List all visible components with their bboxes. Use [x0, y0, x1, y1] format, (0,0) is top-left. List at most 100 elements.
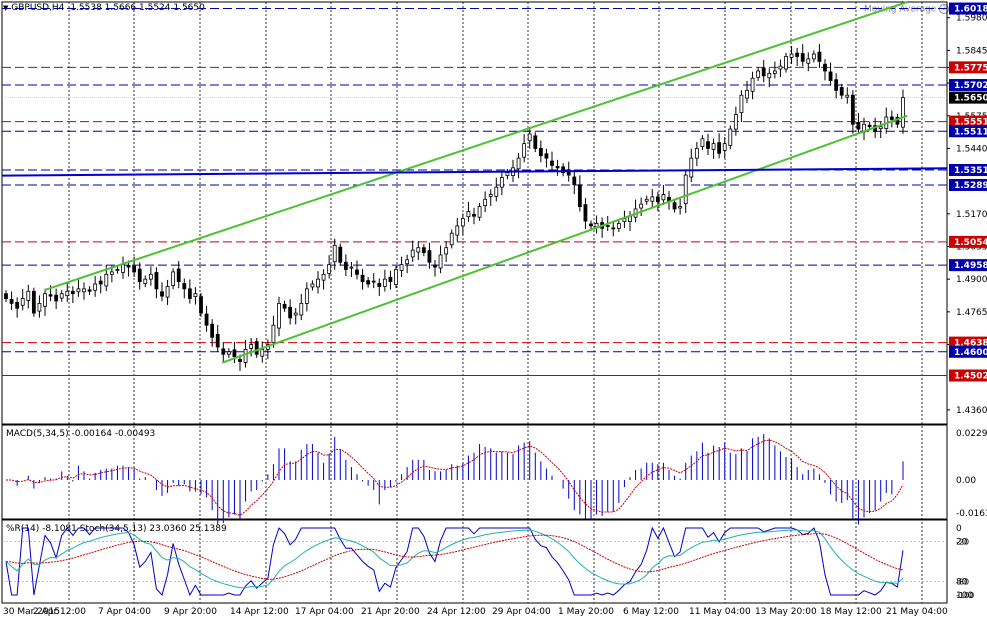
time-label: 2 Apr 12:00 [33, 607, 86, 617]
candle-body [834, 79, 839, 91]
candle-body [20, 298, 25, 306]
candle-body [176, 268, 181, 282]
oscillator-left-tick: -80 [956, 578, 969, 587]
candle-body [494, 186, 499, 197]
level-price-box [949, 125, 987, 138]
candle-body [678, 206, 683, 209]
macd-pane-frame [1, 424, 948, 520]
level-price-label: 1.5054 [954, 238, 987, 248]
candle-body [171, 271, 176, 286]
candle-body [132, 265, 137, 273]
candle-body [728, 128, 733, 146]
candle-body [655, 196, 660, 203]
macd-pane: MACD(5,34,5) -0.00164 -0.00493 0.02297 0.0… [6, 429, 987, 525]
price-tick-label: 1.5845 [956, 46, 987, 56]
candle-body [54, 294, 59, 302]
candle-body [694, 148, 699, 159]
level-price-box [949, 259, 987, 272]
candle-body [310, 283, 315, 288]
candle-body [583, 204, 588, 222]
candle-body [733, 114, 738, 130]
candle-body [711, 143, 716, 150]
candle-body [527, 133, 532, 142]
level-price-box [949, 164, 987, 176]
macd-tick-label: -0.0163 [956, 509, 987, 519]
candle-body [143, 278, 148, 284]
level-price-label: 1.5289 [954, 181, 987, 191]
time-label: 13 May 20:00 [755, 607, 817, 617]
candle-body [93, 283, 98, 291]
time-label: 1 May 20:00 [558, 607, 614, 617]
channel-upper-line[interactable] [44, 1, 908, 292]
candle-body [460, 218, 465, 227]
candle-body [226, 351, 231, 355]
candle-body [65, 290, 70, 297]
level-price-box [949, 369, 987, 382]
candle-body [505, 172, 510, 176]
price-tick-label: 1.4900 [956, 275, 987, 285]
candle-body [611, 227, 616, 230]
time-label: 6 May 12:00 [623, 607, 679, 617]
candle-body [288, 306, 293, 319]
candle-body [204, 313, 209, 326]
candle-body [154, 271, 159, 290]
main-pane-frame [1, 1, 948, 425]
candle-body [901, 97, 905, 128]
level-price-label: 1.5351 [954, 166, 987, 176]
candle-body [466, 210, 471, 218]
candle-body [828, 71, 833, 82]
moving-average-line[interactable] [1, 167, 948, 177]
time-label: 11 May 04:00 [689, 607, 751, 617]
candle-body [182, 283, 187, 290]
price-tick-label: 1.5440 [956, 144, 987, 154]
candle-body [661, 194, 666, 201]
current-price-box [949, 91, 987, 104]
oscillator-tick-label: 100 [956, 591, 973, 601]
candle-body [745, 89, 749, 99]
level-price-label: 1.6018 [954, 5, 987, 15]
time-label: 24 Apr 12:00 [427, 607, 486, 617]
macd-label: MACD(5,34,5) -0.00164 -0.00493 [6, 429, 155, 439]
oscillator-left-tick: -100 [956, 591, 974, 600]
time-label: 21 Apr 20:00 [361, 607, 420, 617]
price-tick-label: 1.5170 [956, 210, 987, 220]
candle-body [438, 254, 443, 269]
candle-body [76, 288, 81, 293]
oscillator-label: %R(14) -8.1081 Stoch(34,5,13) 23.0360 25… [6, 524, 227, 534]
overlay-lines[interactable] [1, 1, 948, 364]
candle-body [399, 264, 404, 271]
pane-frames [1, 1, 948, 604]
oscillator-pane-frame [1, 519, 948, 604]
time-label: 30 Mar 2015 [3, 607, 60, 617]
candle-body [405, 259, 410, 265]
candle-body [299, 302, 304, 316]
candle-body [499, 177, 504, 188]
candle-body [338, 246, 343, 263]
candle-body [260, 348, 265, 357]
candle-body [126, 265, 131, 268]
candle-body [48, 294, 53, 297]
chart-menu-icon[interactable]: ▼ [3, 4, 9, 12]
candle-body [800, 53, 805, 62]
time-label: 7 Apr 04:00 [98, 607, 151, 617]
candle-body [316, 278, 320, 288]
level-price-box [949, 2, 987, 15]
candle-body [243, 348, 248, 363]
candle-body [304, 288, 309, 304]
level-price-box [949, 79, 987, 92]
level-price-label: 1.5551 [954, 118, 987, 128]
candle-body [672, 202, 677, 210]
candle-body [210, 323, 215, 338]
candle-body [823, 63, 827, 72]
channel-lower-line[interactable] [221, 114, 908, 364]
candle-body [444, 247, 449, 255]
candle-body [644, 198, 649, 202]
candle-body [533, 135, 538, 149]
candle-body [31, 290, 36, 314]
horizontal-levels[interactable] [2, 8, 947, 377]
oscillator-tick-label: 80 [956, 578, 968, 588]
time-label: 9 Apr 20:00 [164, 607, 217, 617]
candle-body [360, 274, 365, 282]
